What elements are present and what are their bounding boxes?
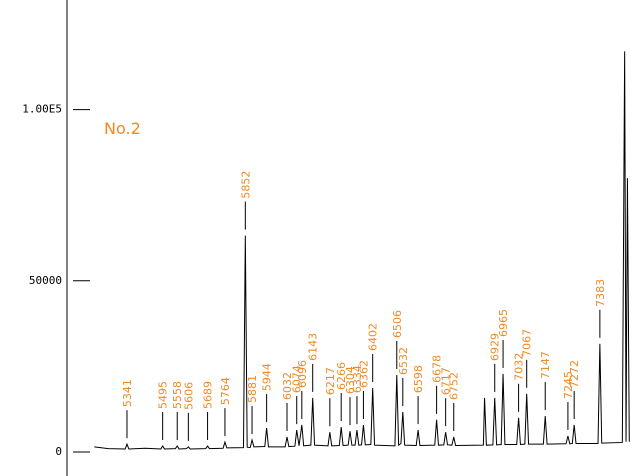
peak-label: 6266	[335, 362, 348, 390]
peak-label: 6143	[307, 333, 320, 361]
peak-label: 7272	[568, 360, 581, 388]
peak-label: 6074	[291, 365, 304, 393]
peak-label: 5341	[121, 379, 134, 407]
peak-label: 5944	[261, 363, 274, 391]
peak-label: 6362	[357, 360, 370, 388]
peak-label: 5689	[202, 381, 215, 409]
y-tick-label: 50000	[29, 274, 62, 287]
peak-label: 6217	[324, 367, 337, 395]
peak-label: 7032	[513, 353, 526, 381]
peak-label: 5558	[171, 381, 184, 409]
peak-label: 6532	[397, 347, 410, 375]
peak-label: 5852	[239, 171, 252, 199]
peak-label: 7147	[539, 351, 552, 379]
peak-label: 5495	[157, 381, 170, 409]
peak-label: 6506	[391, 310, 404, 338]
peak-label: 6965	[497, 309, 510, 337]
peak-label: 6752	[448, 372, 461, 400]
peak-label: 6717	[440, 367, 453, 395]
peak-label: 5881	[246, 375, 259, 403]
peak-label: 6598	[412, 365, 425, 393]
peak-label: 7245	[562, 371, 575, 399]
peak-label: 6334	[351, 365, 364, 393]
annotation: No.2	[104, 119, 141, 138]
peak-label: 6304	[344, 366, 357, 394]
peak-label: 6032	[281, 372, 294, 400]
peak-label: 6402	[367, 323, 380, 351]
peak-label: 6678	[431, 355, 444, 383]
y-tick-label: 1.00E5	[22, 103, 62, 116]
peak-label: 5764	[219, 377, 232, 405]
peak-label: 7067	[521, 329, 534, 357]
peak-label: 5606	[182, 382, 195, 410]
peak-label: 6929	[489, 333, 502, 361]
peak-label: 7383	[594, 279, 607, 307]
spectrum-line	[94, 51, 630, 450]
peak-label: 6096	[296, 360, 309, 388]
y-tick-label: 0	[55, 445, 62, 458]
